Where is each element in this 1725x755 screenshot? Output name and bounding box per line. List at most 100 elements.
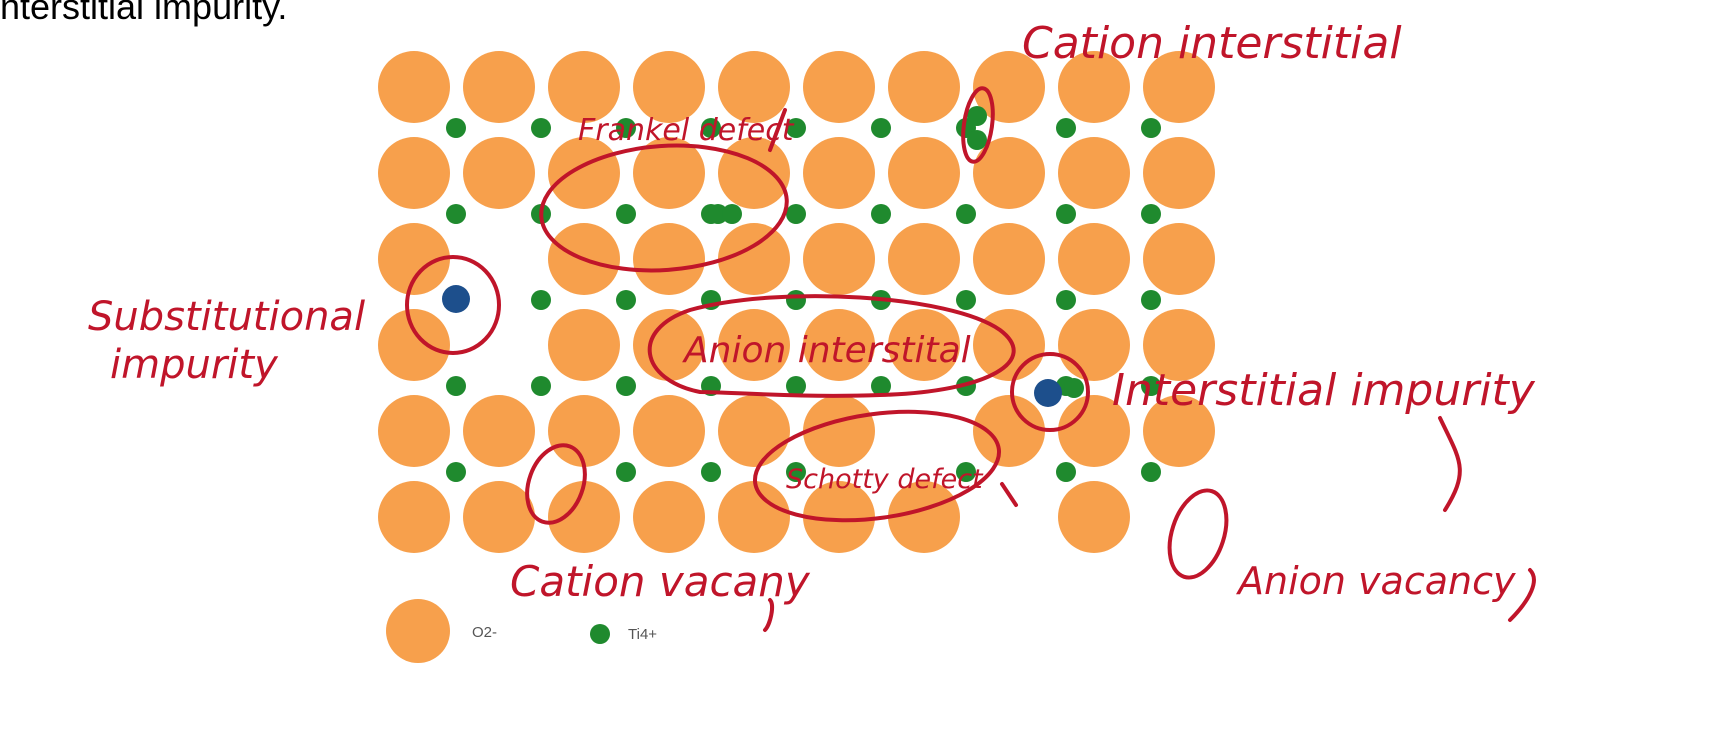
cation-atom bbox=[871, 376, 891, 396]
frenkel-leader-line bbox=[768, 108, 787, 152]
anion-atom bbox=[803, 137, 875, 209]
anion-atom bbox=[1143, 137, 1215, 209]
legend-anion-label: O2- bbox=[472, 624, 497, 641]
legend-anion-swatch bbox=[386, 599, 450, 663]
anion-atom bbox=[378, 137, 450, 209]
label-cation-vacancy: Cation vacany bbox=[510, 557, 811, 606]
anion-atom bbox=[1143, 395, 1215, 467]
anion-atom bbox=[803, 51, 875, 123]
anion-atom bbox=[803, 395, 875, 467]
cation-atom bbox=[531, 290, 551, 310]
anion-atom bbox=[548, 309, 620, 381]
anion-atom bbox=[1143, 309, 1215, 381]
anion-atom bbox=[1058, 51, 1130, 123]
cation-atom bbox=[1056, 290, 1076, 310]
impurity-atoms bbox=[442, 285, 1062, 407]
schottky-leader-line bbox=[1000, 482, 1018, 507]
interstitial-cation-atom bbox=[1064, 378, 1084, 398]
label-anion-interstitial: Anion interstital bbox=[682, 330, 971, 371]
cation-atom bbox=[701, 118, 721, 138]
anion-atom bbox=[548, 481, 620, 553]
anion-atom bbox=[888, 309, 960, 381]
anion-atom bbox=[548, 395, 620, 467]
anion-atom bbox=[633, 137, 705, 209]
caption-text: nterstitial impurity. bbox=[0, 0, 288, 27]
cation-atom bbox=[446, 204, 466, 224]
anion-atom bbox=[888, 481, 960, 553]
schottky-defect-marker bbox=[752, 409, 1002, 523]
anion-atom bbox=[888, 137, 960, 209]
cation-atom bbox=[531, 118, 551, 138]
anion-atom bbox=[378, 481, 450, 553]
anion-atom bbox=[1058, 223, 1130, 295]
anion-atom bbox=[1143, 51, 1215, 123]
cation-atom bbox=[786, 462, 806, 482]
anion-atom bbox=[463, 137, 535, 209]
cation-vacancy-underline bbox=[763, 598, 775, 632]
cation-atom bbox=[446, 118, 466, 138]
interstitial-impurity-atom bbox=[1034, 379, 1062, 407]
substitutional-impurity-marker bbox=[405, 255, 501, 355]
anion-atom bbox=[973, 223, 1045, 295]
cation-atom bbox=[616, 204, 636, 224]
label-cation-interstitial: Cation interstitial bbox=[1022, 18, 1402, 69]
anion-atom bbox=[718, 309, 790, 381]
anion-atom bbox=[378, 395, 450, 467]
legend: O2- Ti4+ bbox=[386, 599, 657, 663]
cation-atom bbox=[1056, 204, 1076, 224]
cation-atom bbox=[956, 204, 976, 224]
anion-atom bbox=[463, 51, 535, 123]
anion-atom bbox=[633, 481, 705, 553]
anion-atom bbox=[378, 309, 450, 381]
cation-atom bbox=[1141, 462, 1161, 482]
cation-atom bbox=[616, 462, 636, 482]
cation-atom bbox=[956, 290, 976, 310]
anion-atom bbox=[548, 137, 620, 209]
anion-atom bbox=[888, 223, 960, 295]
anion-atom bbox=[1058, 481, 1130, 553]
cation-atom bbox=[786, 204, 806, 224]
cation-atom bbox=[1056, 462, 1076, 482]
anion-interstitial-marker bbox=[647, 294, 1016, 398]
anion-atom bbox=[973, 395, 1045, 467]
anion-atom bbox=[718, 481, 790, 553]
cation-atom bbox=[1141, 376, 1161, 396]
anion-atom bbox=[803, 223, 875, 295]
anion-atom bbox=[548, 51, 620, 123]
cation-atom bbox=[1141, 290, 1161, 310]
label-substitutional-line2: impurity bbox=[110, 342, 279, 388]
cation-atom bbox=[1141, 118, 1161, 138]
cation-atom bbox=[956, 462, 976, 482]
label-frenkel-defect: Frankel defect bbox=[578, 113, 795, 148]
cation-atom bbox=[871, 204, 891, 224]
anion-atom bbox=[633, 395, 705, 467]
cation-lattice bbox=[446, 106, 1161, 482]
anion-atom bbox=[378, 51, 450, 123]
anion-atom bbox=[1058, 137, 1130, 209]
anion-atom bbox=[463, 395, 535, 467]
label-substitutional-line1: Substitutional bbox=[88, 294, 365, 340]
anion-vacancy-marker bbox=[1167, 488, 1229, 580]
anion-atom bbox=[803, 481, 875, 553]
anion-atom bbox=[378, 223, 450, 295]
anion-atom bbox=[633, 223, 705, 295]
interstitial-impurity-marker bbox=[1010, 352, 1090, 432]
cation-vacancy-marker bbox=[525, 443, 587, 525]
anion-atom bbox=[888, 51, 960, 123]
interstitial-impurity-underline bbox=[1438, 416, 1462, 512]
anion-atom bbox=[803, 309, 875, 381]
defect-markers bbox=[405, 86, 1536, 632]
interstitial-cation-atom bbox=[708, 204, 728, 224]
interstitial-cation-atom bbox=[967, 106, 987, 126]
anion-vacancy-underline bbox=[1508, 568, 1536, 622]
cation-atom bbox=[786, 118, 806, 138]
legend-cation-label: Ti4+ bbox=[628, 626, 657, 643]
cation-atom bbox=[871, 118, 891, 138]
cation-atom bbox=[616, 290, 636, 310]
cation-atom bbox=[531, 376, 551, 396]
anion-atom bbox=[1058, 395, 1130, 467]
cation-atom bbox=[446, 376, 466, 396]
cation-interstitial-marker bbox=[961, 86, 995, 164]
label-interstitial-impurity: Interstitial impurity bbox=[1112, 365, 1536, 416]
